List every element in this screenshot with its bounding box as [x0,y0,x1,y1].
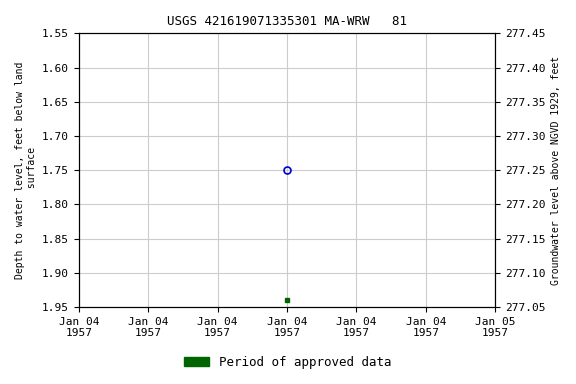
Legend: Period of approved data: Period of approved data [179,351,397,374]
Y-axis label: Groundwater level above NGVD 1929, feet: Groundwater level above NGVD 1929, feet [551,56,561,285]
Y-axis label: Depth to water level, feet below land
 surface: Depth to water level, feet below land su… [15,61,37,279]
Title: USGS 421619071335301 MA-WRW   81: USGS 421619071335301 MA-WRW 81 [167,15,407,28]
